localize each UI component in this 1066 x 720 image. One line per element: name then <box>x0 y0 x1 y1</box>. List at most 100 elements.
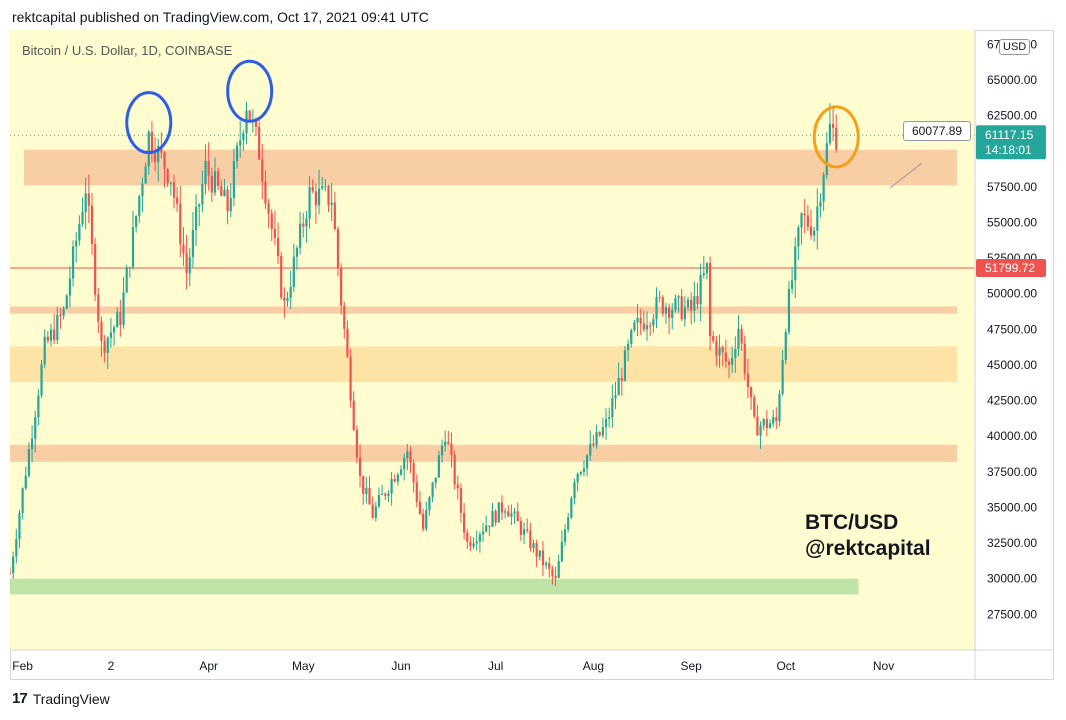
candle-body <box>690 299 693 311</box>
candle-body <box>772 417 775 424</box>
candle-body <box>403 457 406 470</box>
candle-body <box>649 325 652 327</box>
candle-body <box>478 534 481 542</box>
publication-header: rektcapital published on TradingView.com… <box>12 9 429 25</box>
candle-body <box>677 296 680 299</box>
candle-body <box>150 131 154 154</box>
candle-body <box>500 502 504 513</box>
candle-body <box>267 203 270 214</box>
candle-body <box>712 335 715 341</box>
candle-body <box>510 513 513 517</box>
candle-body <box>494 511 497 523</box>
candle-body <box>724 352 727 362</box>
candle-body <box>790 280 794 289</box>
price-tick-label: 55000.00 <box>987 215 1037 229</box>
candle-body <box>317 188 321 206</box>
countdown-value: 14:18:01 <box>985 143 1032 157</box>
symbol-label: Bitcoin / U.S. Dollar, 1D, COINBASE <box>22 43 233 58</box>
candle-body <box>314 191 318 206</box>
candle-body <box>53 329 56 340</box>
candle-body <box>463 512 466 533</box>
candle-body <box>90 205 94 245</box>
candle-body <box>642 323 645 330</box>
price-zone <box>10 444 957 462</box>
price-tick-label: 30000.00 <box>987 572 1037 586</box>
candle-body <box>97 294 100 322</box>
candle-body <box>627 343 630 351</box>
candle-body <box>576 473 579 483</box>
price-tick-label: 47500.00 <box>987 322 1037 336</box>
candle-body <box>715 340 718 356</box>
candle-body <box>84 193 87 213</box>
candle-body <box>472 543 475 547</box>
candle-body <box>43 336 46 365</box>
candle-body <box>422 513 425 529</box>
candle-body <box>456 484 459 489</box>
candle-body <box>475 541 478 544</box>
candle-body <box>412 462 415 483</box>
candle-body <box>258 126 261 160</box>
candle-body <box>604 418 608 428</box>
candle-body <box>450 443 453 455</box>
candle-body <box>658 297 661 299</box>
candle-body <box>589 443 592 456</box>
candle-body <box>229 198 232 212</box>
price-tick-label: 37500.00 <box>987 465 1037 479</box>
candle-body <box>598 432 601 436</box>
brand-name[interactable]: TradingView <box>32 690 110 707</box>
candle-body <box>125 267 128 293</box>
candle-body <box>239 140 242 146</box>
candle-body <box>371 504 374 518</box>
candle-body <box>87 193 90 206</box>
candle-body <box>15 539 18 557</box>
candle-body <box>526 529 529 531</box>
candle-body <box>686 299 690 308</box>
candle-body <box>557 561 560 578</box>
candle-body <box>806 215 809 227</box>
candle-body <box>78 223 81 241</box>
candle-body <box>65 295 68 309</box>
candle-body <box>330 202 333 205</box>
hline-price-value: 51799.72 <box>985 261 1035 275</box>
candle-body <box>299 223 302 248</box>
candle-body <box>30 438 34 450</box>
highlight-circles <box>125 59 860 169</box>
candle-body <box>40 364 43 396</box>
candle-body <box>49 329 53 341</box>
candle-body <box>305 218 308 227</box>
candle-body <box>718 347 721 356</box>
currency-badge[interactable]: USD <box>999 39 1031 55</box>
candle-body <box>194 206 198 230</box>
time-tick-label: Aug <box>583 659 604 673</box>
candle-body <box>213 171 217 193</box>
candle-body <box>693 296 696 311</box>
candle-body <box>743 343 746 374</box>
footer: 17 TradingView <box>12 690 110 707</box>
candle-body <box>831 123 835 128</box>
candle-body <box>797 227 800 247</box>
price-zones <box>10 149 957 595</box>
candle-body <box>204 160 207 185</box>
candle-body <box>680 296 683 320</box>
candle-body <box>809 226 813 236</box>
candle-body <box>261 159 264 182</box>
candle-body <box>381 493 384 496</box>
candle-body <box>94 244 97 295</box>
candle-body <box>759 425 762 436</box>
candle-body <box>112 327 116 333</box>
candle-body <box>466 532 469 542</box>
callout-pointer <box>889 162 923 189</box>
candlestick-chart[interactable]: 27500.00 30000.00 32500.00 35000.00 37500.00… <box>10 30 1054 680</box>
candle-body <box>179 203 182 245</box>
price-zone <box>10 578 859 595</box>
candle-body <box>699 275 702 305</box>
candle-body <box>365 487 368 494</box>
candle-body <box>242 133 245 141</box>
time-axis[interactable]: Feb 2 Apr May Jun Jul Aug Sep Oct Nov <box>10 649 1054 673</box>
candle-body <box>157 146 160 163</box>
price-tick-label: 35000.00 <box>987 500 1037 514</box>
candle-body <box>377 495 381 507</box>
candle-body <box>778 393 781 422</box>
candle-body <box>428 497 431 511</box>
candle-body <box>292 256 295 288</box>
